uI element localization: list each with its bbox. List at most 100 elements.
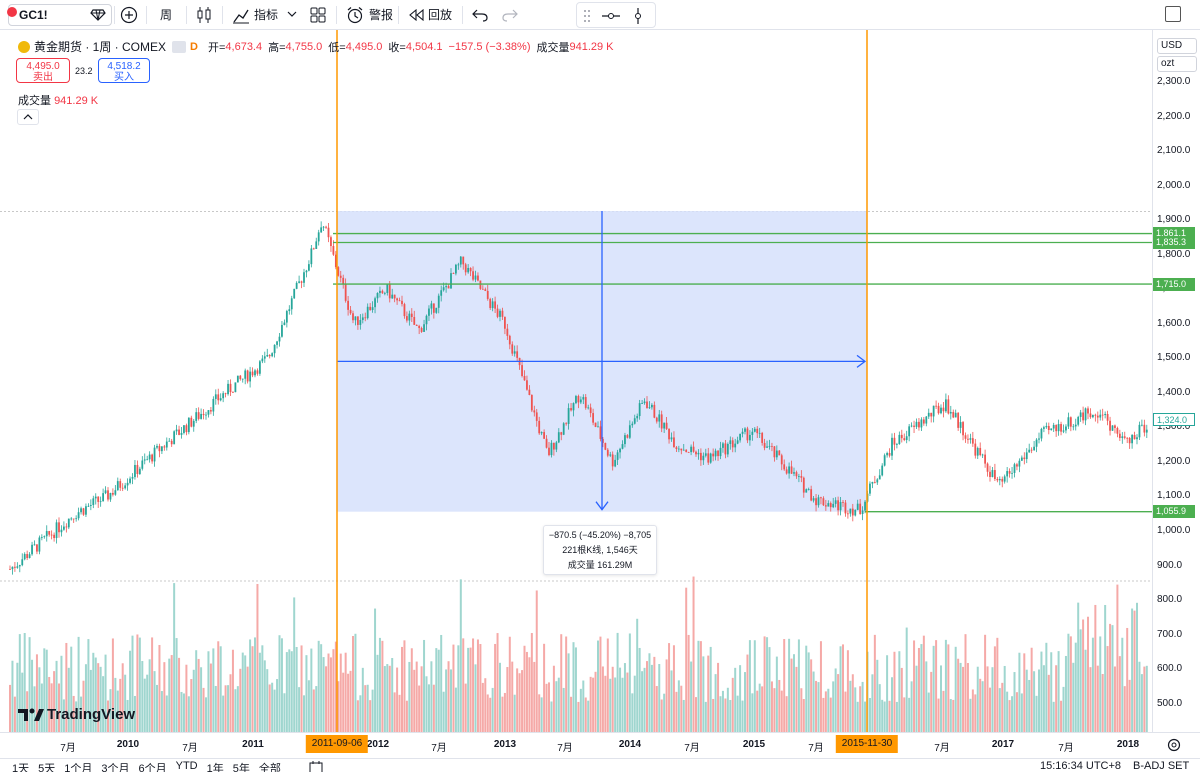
range-button[interactable]: 6个月 [138, 763, 167, 772]
volume-bar [1052, 701, 1055, 732]
symbol-title[interactable]: 黄金期货 · 1周 · COMEX [34, 40, 167, 54]
volume-bar [979, 678, 982, 732]
undo-icon[interactable] [472, 8, 488, 22]
price-tick-label: 1,100.0 [1157, 490, 1191, 502]
range-button[interactable]: 1年 [206, 763, 224, 772]
candle-body [562, 423, 565, 435]
candle-body [112, 492, 114, 495]
fullscreen-icon[interactable] [1165, 6, 1181, 22]
indicators-button[interactable]: 指标 [254, 8, 279, 22]
candle-body [587, 407, 590, 409]
range-button[interactable]: YTD [175, 760, 198, 772]
volume-bar [126, 699, 129, 732]
volume-bar [472, 638, 475, 732]
range-button[interactable]: 5天 [38, 763, 56, 772]
range-button[interactable]: 全部 [258, 763, 281, 772]
price-axis[interactable]: USD ozt 2,300.0 2,200.0 2,100.0 2,000.0 1,90… [1152, 30, 1200, 732]
replay-rewind-icon[interactable] [408, 9, 424, 21]
volume-bar [736, 695, 739, 732]
volume-bar [557, 677, 560, 732]
volume-bar [278, 635, 281, 732]
range-button[interactable]: 5年 [232, 763, 250, 772]
candle-body [55, 522, 58, 539]
currency-selector[interactable]: USD [1157, 38, 1197, 54]
alert-button[interactable]: 警报 [369, 8, 394, 22]
measure-volume: 成交量 161.29M [567, 560, 633, 570]
volume-bar [486, 694, 489, 732]
volume-bar [834, 668, 837, 732]
compare-add-icon[interactable] [120, 6, 138, 24]
range-button[interactable]: 1个月 [64, 763, 93, 772]
volume-bar [643, 667, 646, 732]
candlestick-type-icon[interactable] [196, 6, 212, 24]
candle-body [75, 518, 78, 520]
current-price-badge[interactable]: 1,324.0 [1153, 412, 1195, 426]
candle-body [146, 459, 149, 461]
candle-body [192, 420, 195, 427]
level-price-badge[interactable]: 1,055.9 [1153, 505, 1195, 519]
candle-body [626, 435, 629, 438]
horizontal-line-tool-icon[interactable] [601, 11, 621, 21]
axis-settings-gear-icon[interactable] [1167, 738, 1181, 752]
volume-bar [898, 651, 901, 732]
range-button[interactable]: 1天 [12, 763, 30, 772]
candle-body [141, 460, 144, 469]
level-price-badge[interactable]: 1,835.3 [1153, 235, 1195, 249]
candle-body [555, 442, 558, 450]
unit-selector[interactable]: ozt [1157, 56, 1197, 72]
volume-bar [143, 678, 146, 732]
buy-button[interactable]: 4,518.2 买入 [98, 58, 150, 83]
candle-body [670, 437, 673, 440]
candle-body [60, 529, 63, 533]
volume-bar [658, 664, 661, 732]
volume-bar [783, 639, 786, 732]
volume-bar [616, 632, 619, 732]
layout-grid-icon[interactable] [310, 7, 326, 23]
candle-body [1038, 438, 1040, 440]
chevron-down-icon[interactable] [287, 11, 297, 19]
range-button[interactable]: 3个月 [101, 763, 130, 772]
volume-bar [726, 687, 729, 732]
volume-bar [276, 679, 279, 732]
volume-bar [427, 684, 430, 732]
volume-bar [663, 693, 666, 732]
price-chart[interactable] [0, 30, 1152, 732]
volume-bar [437, 649, 440, 732]
volume-bar [192, 669, 195, 732]
calendar-icon[interactable] [309, 761, 323, 772]
tradingview-logo[interactable]: TradingView [18, 706, 135, 723]
indicators-icon[interactable] [232, 6, 250, 24]
watchlist-diamond-icon[interactable] [90, 8, 106, 22]
volume-bar [957, 658, 960, 732]
volume-bar [317, 640, 320, 732]
candle-body [616, 452, 619, 460]
sell-button[interactable]: 4,495.0 卖出 [16, 58, 70, 83]
volume-bar [148, 659, 151, 732]
open-label: 开= [207, 41, 226, 54]
toolbar-divider [146, 6, 147, 24]
volume-bar [832, 681, 835, 732]
symbol-search-button[interactable]: GC1! [7, 4, 112, 26]
clock-time[interactable]: 15:16:34 UTC+8 [1040, 760, 1122, 772]
vertical-line-tool-icon[interactable] [633, 7, 643, 25]
volume-bar [1013, 672, 1016, 732]
volume-bar [396, 667, 399, 732]
collapse-legend-button[interactable] [17, 109, 39, 125]
candle-body [87, 505, 90, 507]
adjustment-settings[interactable]: B-ADJ SET [1133, 760, 1190, 772]
candle-body [116, 481, 119, 491]
volume-bar [815, 680, 818, 732]
volume-bar [40, 683, 43, 732]
toolbar-divider [336, 6, 337, 24]
volume-legend[interactable]: 成交量 941.29 K [18, 92, 98, 108]
interval-button[interactable]: 周 [160, 8, 173, 22]
alarm-clock-icon[interactable] [346, 6, 364, 24]
redo-icon[interactable] [502, 8, 518, 22]
drag-handle-icon[interactable] [583, 9, 591, 23]
candle-body [153, 447, 156, 462]
level-price-badge[interactable]: 1,715.0 [1153, 277, 1195, 291]
volume-bar [1128, 679, 1131, 732]
replay-button[interactable]: 回放 [428, 8, 453, 22]
candle-body [1020, 457, 1023, 461]
time-axis[interactable]: 7月 2010 7月 2011 2012 7月 2013 7月 2014 7月 2015 7月 7月 20… [0, 732, 1200, 758]
